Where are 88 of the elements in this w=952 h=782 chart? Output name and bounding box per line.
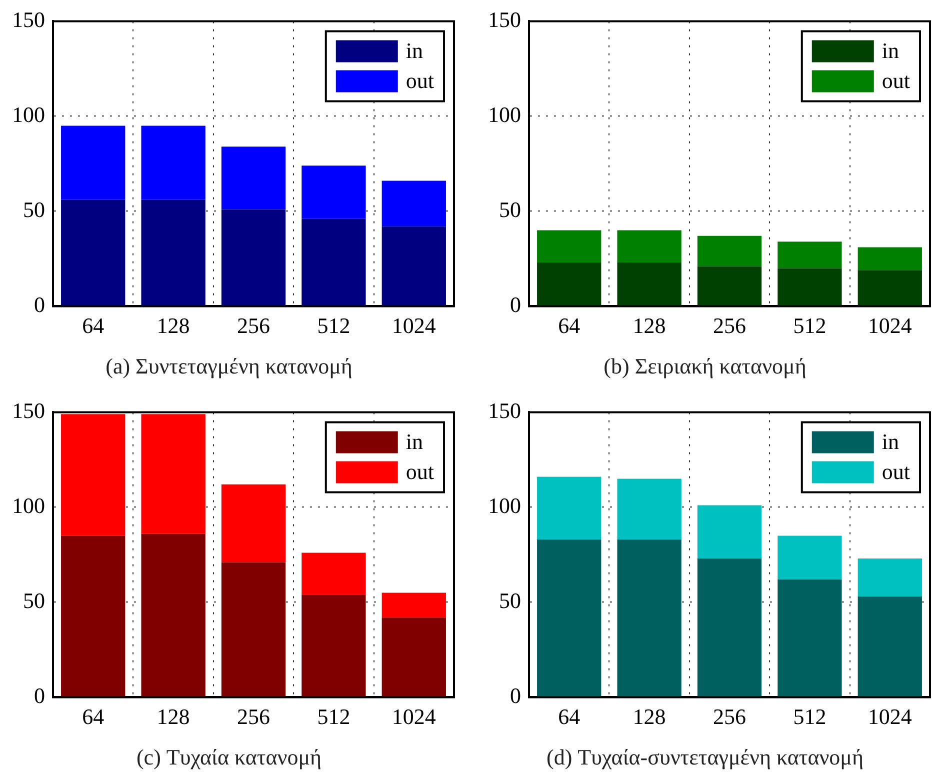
bar [61,126,126,200]
y-tick-label: 50 [499,588,521,613]
x-tick-label: 512 [317,313,350,338]
x-tick-label: 128 [156,313,190,338]
bar [778,268,842,306]
bar [141,414,206,534]
y-tick-label: 50 [23,588,45,613]
bar [382,617,446,697]
bar [382,592,446,618]
x-tick-label: 1024 [392,704,436,730]
bar [778,536,842,580]
legend-label: out [406,68,434,93]
bar [61,200,126,306]
bar [697,505,762,558]
bar [141,534,206,697]
y-tick-label: 100 [12,102,45,127]
bar [697,236,762,266]
bar [858,596,922,697]
x-tick-label: 256 [237,313,270,338]
y-tick-label: 150 [488,398,521,423]
bar [141,126,206,200]
legend-label: in [406,428,424,454]
y-tick-label: 150 [12,398,45,423]
bar [537,540,602,697]
bar [697,266,762,306]
bar [61,414,126,536]
x-tick-label: 512 [793,704,826,730]
x-tick-label: 64 [82,313,104,338]
bar [221,484,286,562]
bar [537,262,602,306]
y-tick-label: 100 [488,102,521,127]
bar [302,594,366,697]
x-tick-label: 256 [713,313,746,338]
text: (a) Συντεταγμένη κατανομή [106,354,352,379]
text: (d) Τυχαία-συντεταγμένη κατανομή [546,744,864,770]
x-tick-label: 1024 [868,704,912,730]
bar [221,562,286,697]
x-tick-label: 256 [713,704,746,730]
y-tick-label: 100 [488,492,521,518]
bar [141,200,206,306]
legend-label: in [406,38,424,63]
y-tick-label: 0 [510,292,521,317]
x-tick-label: 128 [632,704,666,730]
legend-label: in [882,428,900,454]
bar [302,218,366,306]
bar [617,262,682,306]
legend-label: in [882,38,900,63]
bar [221,146,286,210]
y-tick-label: 0 [34,292,45,317]
y-tick-label: 150 [12,6,45,32]
y-tick-label: 0 [510,682,521,708]
bar [537,476,602,540]
legend-label: out [882,68,910,93]
text: (b) Σειριακή κατανομή [604,354,806,379]
y-tick-label: 50 [499,196,521,222]
x-tick-label: 64 [558,704,580,730]
bar [617,478,682,540]
legend-label: out [882,458,910,484]
x-tick-label: 512 [793,313,826,338]
x-tick-label: 512 [317,704,350,730]
bar [617,540,682,697]
bar [778,579,842,697]
y-tick-label: 50 [23,196,45,222]
legend-label: out [406,458,434,484]
bar [778,242,842,268]
bar [221,209,286,306]
bar [858,247,922,270]
bar [858,270,922,306]
x-tick-label: 256 [237,704,270,730]
x-tick-label: 128 [632,313,666,338]
bar [302,552,366,595]
text: (c) Τυχαία κατανομή [136,744,322,770]
bar [617,230,682,262]
bar [537,230,602,262]
bar [382,226,446,306]
bar [697,558,762,697]
x-tick-label: 1024 [868,313,912,338]
bar [61,536,126,697]
y-tick-label: 0 [34,682,45,708]
x-tick-label: 128 [156,704,190,730]
bar [302,166,366,219]
y-tick-label: 100 [12,492,45,518]
bar [382,180,446,226]
x-tick-label: 1024 [392,313,436,338]
x-tick-label: 64 [82,704,104,730]
x-tick-label: 64 [558,313,580,338]
bar [858,558,922,596]
y-tick-label: 150 [488,6,521,32]
